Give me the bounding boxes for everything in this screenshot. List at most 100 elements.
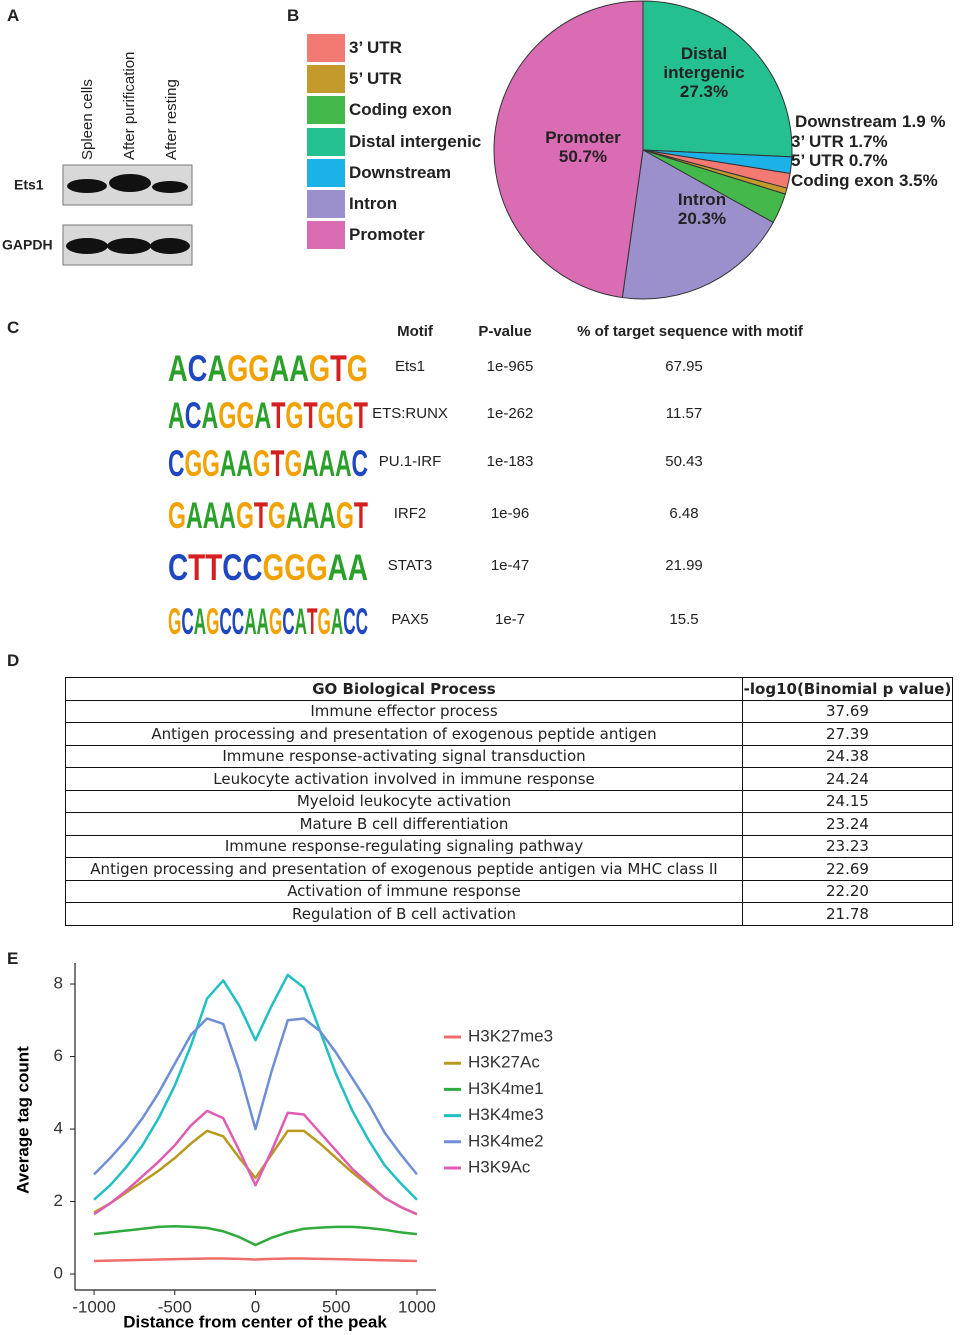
legend-label: Distal intergenic	[349, 131, 482, 151]
motif-cell: 21.99	[665, 557, 703, 574]
y-tick-label: 4	[54, 1119, 63, 1138]
slice-value: 1.7%	[848, 132, 888, 151]
go-row: Antigen processing and presentation of e…	[65, 722, 953, 746]
legend-swatch	[307, 127, 345, 156]
pie-slice	[642, 0, 793, 158]
pie-slice	[621, 149, 774, 300]
motif-cell: 1e-262	[486, 405, 534, 422]
slice-label: Distal intergenic 27.3%	[639, 44, 769, 101]
go-row: Immune response-activating signal transd…	[65, 744, 953, 768]
motif-cell: 67.95	[665, 358, 703, 375]
row-label: GAPDH	[2, 237, 53, 253]
slice-value: 1.9 %	[902, 112, 946, 131]
x-tick-label: 1000	[398, 1297, 436, 1316]
motif-cell: 1e-96	[490, 505, 530, 522]
go-cell: Activation of immune response	[65, 879, 743, 903]
go-cell: 24.38	[742, 744, 953, 768]
legend-label: H3K27Ac	[468, 1053, 540, 1072]
x-axis-title: Distance from center of the peak	[123, 1312, 387, 1331]
slice-value: 0.7%	[848, 151, 888, 170]
series-line	[93, 1109, 418, 1216]
motif-cell: PAX5	[391, 611, 429, 628]
go-header-row: GO Biological Process -log10(Binomial p v…	[65, 677, 953, 701]
series-line	[93, 973, 418, 1201]
motif-logo: CGGAAGTGAAAC	[168, 443, 368, 485]
motif-cell: 6.48	[669, 505, 699, 522]
go-cell: Immune response-activating signal transd…	[65, 744, 743, 768]
slice-label: Promoter 50.7%	[513, 128, 653, 166]
motif-cell: PU.1-IRF	[378, 453, 442, 470]
panel-letter: E	[7, 949, 19, 968]
motif-logo: GCAGCCAAGCATGACC	[168, 601, 368, 640]
slice-name: 5’ UTR	[791, 151, 844, 170]
legend-swatch	[307, 221, 345, 250]
slice-label: Coding exon 3.5%	[791, 171, 938, 191]
y-tick-label: 0	[54, 1264, 63, 1283]
slice-value: 3.5%	[898, 171, 938, 190]
lane-label: After purification	[121, 52, 138, 160]
band	[66, 238, 108, 254]
legend-swatch	[307, 65, 345, 94]
go-header: -log10(Binomial p value)	[742, 677, 953, 701]
go-cell: 22.20	[742, 879, 953, 903]
go-row: Regulation of B cell activation 21.78	[65, 902, 953, 926]
series-line	[93, 1224, 418, 1247]
pie-slice	[493, 0, 644, 299]
motif-cell: 1e-965	[486, 358, 534, 375]
panel-letter: A	[7, 6, 20, 25]
x-tick-label: -1000	[72, 1297, 115, 1316]
y-axis-title: Average tag count	[13, 1046, 32, 1194]
row-label: Ets1	[14, 177, 44, 193]
go-cell: 22.69	[742, 857, 953, 881]
go-row: Leukocyte activation involved in immune …	[65, 767, 953, 791]
legend-label: H3K9Ac	[468, 1157, 531, 1176]
legend-swatch	[307, 158, 345, 187]
motif-header: % of target sequence with motif	[577, 323, 803, 340]
motif-cell: ETS:RUNX	[372, 405, 448, 422]
slice-name: Promoter	[545, 128, 621, 147]
go-row: Activation of immune response 22.20	[65, 879, 953, 903]
motif-cell: 1e-183	[486, 453, 534, 470]
go-cell: Immune response-regulating signaling pat…	[65, 834, 743, 858]
panel-letter: D	[7, 651, 20, 670]
slice-name: Intron	[677, 190, 727, 209]
pie-chart	[493, 0, 793, 300]
slice-value: 20.3%	[677, 209, 727, 228]
go-cell: Antigen processing and presentation of e…	[65, 722, 743, 746]
slice-label: Intron 20.3%	[642, 190, 762, 228]
go-table: GO Biological Process -log10(Binomial p v…	[65, 677, 953, 926]
slice-name: Distal intergenic	[663, 44, 745, 82]
slice-value: 50.7%	[558, 147, 608, 166]
lane-label: Spleen cells	[79, 79, 96, 160]
go-row: Immune effector process 37.69	[65, 699, 953, 723]
legend-label: H3K27me3	[468, 1026, 553, 1045]
go-cell: Immune effector process	[65, 699, 743, 723]
lane-label: After resting	[163, 79, 180, 160]
legend-label: Intron	[349, 194, 398, 213]
legend-label: Promoter	[349, 225, 425, 245]
motif-header: P-value	[478, 323, 532, 340]
go-cell: Mature B cell differentiation	[65, 812, 743, 836]
go-cell: Myeloid leukocyte activation	[65, 789, 743, 813]
motif-cell: 1e-7	[494, 611, 526, 628]
legend-label: 3’ UTR	[349, 38, 402, 57]
western-blot: Spleen cells After purification After rest…	[2, 52, 193, 266]
legend-swatch	[307, 34, 345, 62]
slice-name: 3’ UTR	[791, 132, 844, 151]
go-header: GO Biological Process	[65, 677, 743, 701]
x-tick-label: 500	[322, 1297, 350, 1316]
go-cell: 37.69	[742, 699, 953, 723]
series-line	[93, 1129, 418, 1216]
motif-cell: STAT3	[387, 557, 433, 574]
go-row: Mature B cell differentiation 23.24	[65, 812, 953, 836]
x-tick-label: -500	[158, 1297, 192, 1316]
legend-label: 5’ UTR	[349, 69, 402, 89]
go-cell: 21.78	[742, 902, 953, 926]
motif-logos: ACAGGAAGTG ACAGGATGTGGT CGGAAGTGAAAC GAAAGT…	[168, 348, 368, 640]
y-tick-label: 6	[54, 1046, 63, 1065]
series-line	[94, 1257, 417, 1263]
slice-name: Downstream	[795, 112, 898, 131]
legend-swatch	[307, 190, 345, 218]
motif-logo: CTTCCGGGAA	[168, 547, 368, 589]
